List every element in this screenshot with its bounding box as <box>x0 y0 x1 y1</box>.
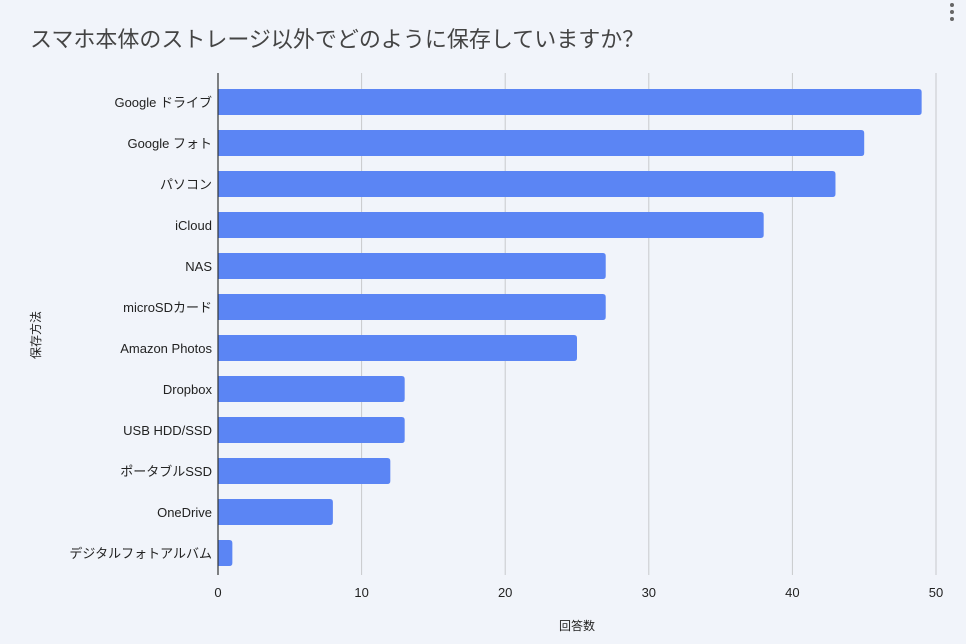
y-axis-title: 保存方法 <box>28 311 43 359</box>
y-category-label: Dropbox <box>163 382 213 397</box>
bar-layer <box>218 89 922 566</box>
menu-dot <box>950 10 954 14</box>
y-category-label: ポータブルSSD <box>120 464 212 479</box>
y-category-label: デジタルフォトアルバム <box>69 546 212 561</box>
bar[interactable] <box>218 253 606 279</box>
bar[interactable] <box>218 294 606 320</box>
chart-title: スマホ本体のストレージ以外でどのように保存していますか？ <box>30 28 645 53</box>
x-axis-title: 回答数 <box>559 618 595 633</box>
y-category-label: iCloud <box>175 218 212 233</box>
bar[interactable] <box>218 376 405 402</box>
grid-layer <box>361 73 937 575</box>
x-tick-label: 40 <box>785 585 799 600</box>
menu-dot <box>950 17 954 21</box>
bar[interactable] <box>218 212 764 238</box>
bar[interactable] <box>218 171 836 197</box>
y-category-label: Google ドライブ <box>114 95 212 110</box>
y-category-label: NAS <box>185 259 212 274</box>
bar[interactable] <box>218 335 577 361</box>
y-category-label: OneDrive <box>157 505 212 520</box>
y-category-label: USB HDD/SSD <box>123 423 212 438</box>
x-tick-label: 50 <box>929 585 943 600</box>
x-tick-label: 10 <box>354 585 368 600</box>
y-category-label: Google フォト <box>127 136 212 151</box>
x-tick-label: 0 <box>214 585 221 600</box>
bar[interactable] <box>218 458 391 484</box>
bar[interactable] <box>218 130 865 156</box>
x-tick-label: 30 <box>642 585 656 600</box>
y-category-label: パソコン <box>160 177 212 192</box>
bar[interactable] <box>218 540 233 566</box>
bar[interactable] <box>218 89 922 115</box>
bar[interactable] <box>218 499 333 525</box>
menu-dot <box>950 3 954 7</box>
bar[interactable] <box>218 417 405 443</box>
y-category-label: Amazon Photos <box>120 341 212 356</box>
x-tick-label: 20 <box>498 585 512 600</box>
y-category-label: microSDカード <box>123 300 212 315</box>
more-options-icon[interactable] <box>942 0 962 26</box>
